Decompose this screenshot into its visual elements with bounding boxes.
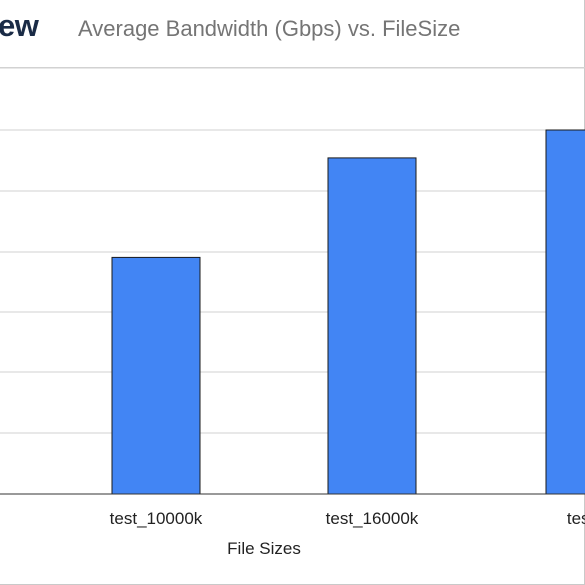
- bar-test_5: [545, 129, 585, 495]
- gridlines: [0, 67, 585, 434]
- app-name: ew: [0, 8, 39, 43]
- x-tick-labels: test_10000k test_16000k test_5: [110, 509, 585, 528]
- x-axis-label: File Sizes: [227, 539, 301, 558]
- x-tick-label: test_5: [567, 509, 585, 528]
- chart-title: Average Bandwidth (Gbps) vs. FileSize: [78, 16, 461, 41]
- bar-test_10000k: [111, 256, 201, 495]
- x-tick-label: test_10000k: [110, 509, 203, 528]
- x-tick-label: test_16000k: [326, 509, 419, 528]
- bar-test_16000k: [327, 157, 417, 495]
- bars: [111, 129, 585, 495]
